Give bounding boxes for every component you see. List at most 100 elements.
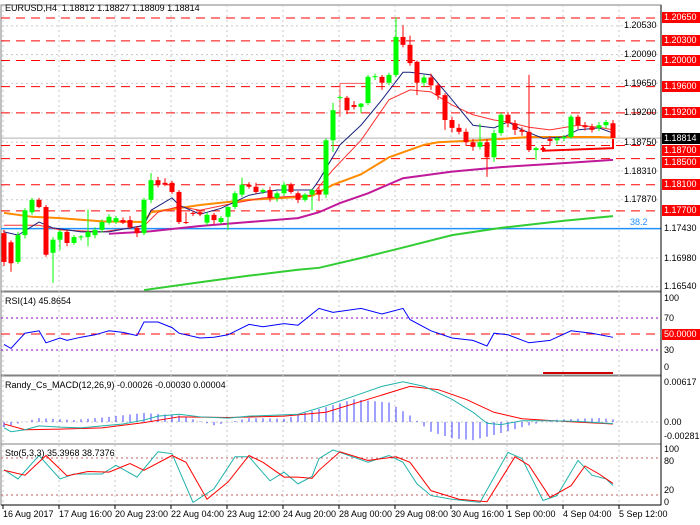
main-panel-frame xyxy=(0,4,662,292)
time-axis-label: 29 Aug 08:00 xyxy=(395,509,449,519)
time-axis-label: 24 Aug 20:00 xyxy=(283,509,337,519)
bearish-candle xyxy=(519,129,525,132)
bearish-candle xyxy=(64,231,70,243)
time-axis-label: 22 Aug 04:00 xyxy=(171,509,225,519)
rsi-level-tag: 50.0000 xyxy=(662,328,700,340)
bearish-candle xyxy=(456,127,462,132)
price-axis-label: 1.16980 xyxy=(664,252,697,263)
bearish-candle xyxy=(155,180,161,185)
bullish-candle xyxy=(148,180,154,200)
bearish-candle xyxy=(176,191,182,223)
time-axis-label: 17 Aug 16:00 xyxy=(59,509,113,519)
price-axis-label: 1.17430 xyxy=(664,223,697,234)
price-axis-label: 1.18310 xyxy=(624,165,657,176)
bearish-candle xyxy=(435,85,441,96)
bullish-candle xyxy=(393,36,399,75)
bearish-candle xyxy=(1,233,7,262)
stochastic-title: Sto(5,3,3) 35.3968 38.7376 xyxy=(5,448,115,458)
bullish-candle xyxy=(204,214,210,223)
bullish-candle xyxy=(22,210,28,236)
macd-axis-label: -0.00281 xyxy=(664,431,700,441)
time-axis-label: 16 Aug 2017 xyxy=(3,509,54,519)
time-axis-label: 30 Aug 16:00 xyxy=(451,509,505,519)
bullish-candle xyxy=(71,237,77,243)
price-axis-label: 1.20530 xyxy=(624,20,657,31)
level-price-tag: 1.20000 xyxy=(662,54,700,66)
bullish-candle xyxy=(533,148,539,151)
level-price-tag: 1.18500 xyxy=(662,156,700,168)
bullish-candle xyxy=(365,76,371,104)
bullish-candle xyxy=(106,216,112,223)
bearish-candle xyxy=(8,242,14,264)
bearish-candle xyxy=(316,189,322,195)
price-axis-label: 1.19200 xyxy=(624,107,657,118)
level-price-tag: 1.20650 xyxy=(662,12,700,24)
bearish-candle xyxy=(267,189,273,198)
bullish-candle xyxy=(568,116,574,138)
bearish-candle xyxy=(253,186,259,192)
bearish-candle xyxy=(442,95,448,121)
level-price-tag: 1.19200 xyxy=(662,107,700,119)
bullish-candle xyxy=(330,110,336,141)
moving-average-line-orange xyxy=(3,136,614,224)
symbol-label: EURUSD,H4 xyxy=(5,3,58,13)
bullish-candle xyxy=(554,138,560,141)
bearish-candle xyxy=(512,123,518,130)
bearish-candle xyxy=(246,184,252,187)
bullish-candle xyxy=(309,189,315,195)
stochastic-d-line xyxy=(3,451,614,503)
bullish-candle xyxy=(15,235,21,262)
bearish-candle xyxy=(190,212,196,214)
macd-main-line xyxy=(3,381,614,433)
bullish-candle xyxy=(561,137,567,139)
bearish-candle xyxy=(463,131,469,143)
price-axis-label: 1.18750 xyxy=(624,136,657,147)
bullish-candle xyxy=(141,199,147,234)
bearish-candle xyxy=(351,104,357,107)
bearish-candle xyxy=(36,199,42,207)
time-axis-label: 1 Sep 00:00 xyxy=(507,509,556,519)
bearish-candle xyxy=(575,116,581,126)
price-axis-label: 1.16540 xyxy=(664,281,697,292)
level-price-tag: 1.19600 xyxy=(662,81,700,93)
rsi-axis-label: 30 xyxy=(664,344,675,355)
bullish-candle xyxy=(232,193,238,207)
time-axis-label: 28 Aug 00:00 xyxy=(339,509,393,519)
bullish-candle xyxy=(225,206,231,217)
bearish-candle xyxy=(134,227,140,234)
time-axis-label: 4 Sep 04:00 xyxy=(563,509,612,519)
bearish-candle xyxy=(120,220,126,223)
price-axis-label: 1.20090 xyxy=(624,49,657,60)
bullish-candle xyxy=(337,97,343,99)
level-price-tag: 1.18100 xyxy=(662,179,700,191)
bullish-candle xyxy=(372,76,378,78)
moving-average-line-magenta xyxy=(108,158,614,235)
bullish-candle xyxy=(358,103,364,107)
bullish-candle xyxy=(239,184,245,195)
symbol-header: EURUSD,H4 1.18812 1.18827 1.18809 1.1881… xyxy=(5,3,200,14)
bullish-candle xyxy=(260,189,266,192)
bullish-candle xyxy=(386,74,392,83)
fibonacci-level-label: 38.2 xyxy=(630,216,648,227)
bullish-candle xyxy=(281,184,287,194)
drawn-box-outline xyxy=(339,82,368,117)
bearish-candle xyxy=(449,120,455,128)
bullish-candle xyxy=(218,218,224,223)
stochastic-axis-label: 0 xyxy=(664,497,670,507)
bullish-candle xyxy=(477,142,483,147)
price-axis-label: 1.17870 xyxy=(624,194,657,205)
bearish-candle xyxy=(505,114,511,124)
time-axis-label: 5 Sep 12:00 xyxy=(619,509,668,519)
bearish-candle xyxy=(484,142,490,158)
bearish-candle xyxy=(295,193,301,200)
macd-title: Randy_Cs_MACD(12,26,9) -0.00026 -0.00030… xyxy=(5,380,226,390)
bearish-candle xyxy=(400,36,406,45)
time-axis-label: 23 Aug 12:00 xyxy=(227,509,281,519)
moving-average-line-green xyxy=(143,215,614,292)
bullish-candle xyxy=(421,77,427,83)
stochastic-k-line xyxy=(3,449,614,504)
bearish-candle xyxy=(211,214,217,221)
bearish-candle xyxy=(344,97,350,111)
